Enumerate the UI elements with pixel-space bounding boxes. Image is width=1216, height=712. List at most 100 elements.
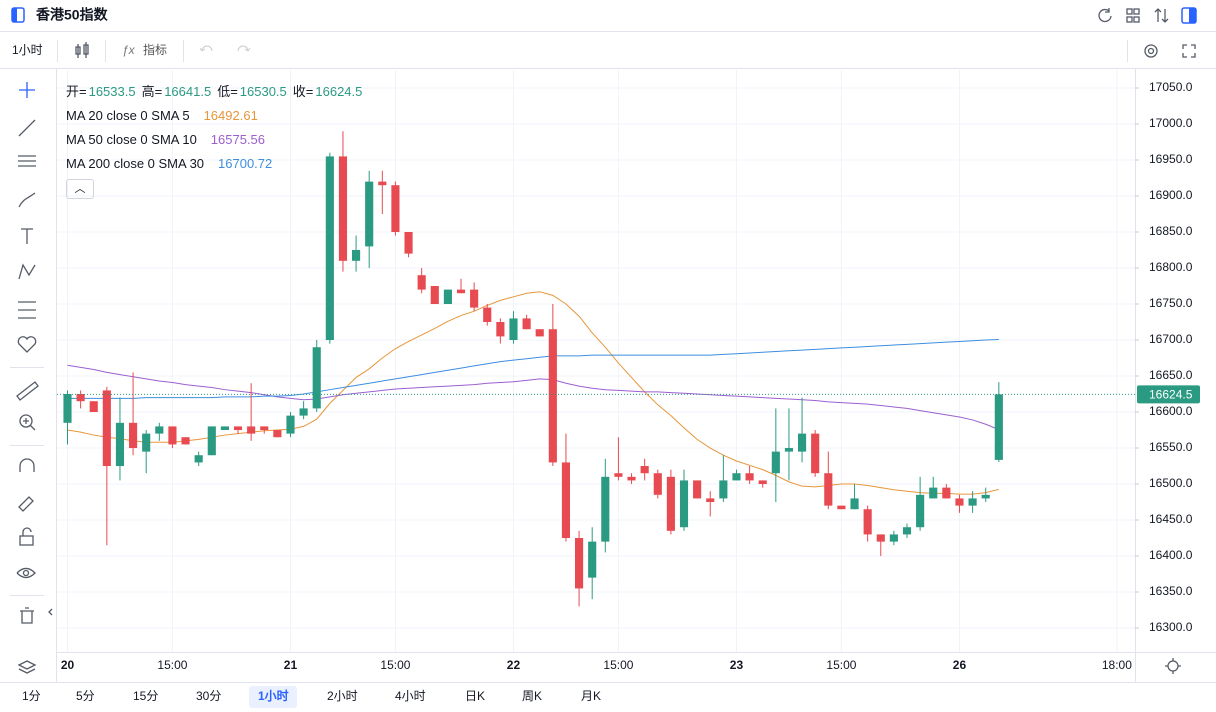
magnet-tool[interactable] <box>19 458 35 472</box>
title-bar <box>0 0 1216 32</box>
candle-body <box>653 473 662 495</box>
crosshair-tool[interactable] <box>19 82 35 98</box>
compare-button[interactable] <box>1154 8 1169 23</box>
collapse-toolbar[interactable] <box>48 608 53 616</box>
ma-legend-row: MA 200 close 0 SMA 30 16700.72 <box>66 152 364 176</box>
y-tick-label: 16950.0 <box>1149 152 1193 166</box>
candle-body <box>771 451 780 474</box>
favorite-tool[interactable] <box>17 336 37 353</box>
y-tick-label: 16800.0 <box>1149 260 1193 274</box>
timeframe-button[interactable]: 2小时 <box>327 689 358 703</box>
lock-draw-tool[interactable] <box>18 496 34 512</box>
candle-body <box>273 430 282 438</box>
candle-body <box>889 534 898 542</box>
candle-body <box>863 509 872 535</box>
y-tick-label: 17050.0 <box>1149 80 1193 94</box>
timeframe-button[interactable]: 1小时 <box>258 688 289 703</box>
collapse-legend-button[interactable]: ︿ <box>66 179 94 199</box>
candle-body <box>693 480 702 499</box>
zoom-tool[interactable] <box>19 414 36 431</box>
candle-body <box>247 426 256 434</box>
measure-tool[interactable] <box>16 381 39 401</box>
panel-button[interactable] <box>1181 7 1197 24</box>
ohlc-value: 16530.5 <box>239 84 287 99</box>
redo-button[interactable] <box>237 45 251 52</box>
channel-tool[interactable] <box>18 155 36 167</box>
visibility-tool[interactable] <box>16 567 36 579</box>
refresh-button[interactable] <box>1098 8 1112 23</box>
candle-body <box>194 455 203 463</box>
candle-body <box>443 289 452 305</box>
ohlc-label: 低= <box>217 84 238 99</box>
candle-body <box>404 232 413 254</box>
y-tick-label: 17000.0 <box>1149 116 1193 130</box>
timeframe-bar: 1分 5分 15分 30分 1小时 2小时 4小时 日K 周K 月K <box>22 686 601 708</box>
line-tool[interactable] <box>18 119 36 137</box>
layout-button[interactable] <box>1126 8 1140 23</box>
ohlc-label: 开= <box>66 84 87 99</box>
candle-body <box>535 329 544 337</box>
symbol-title: 香港50指数 <box>35 7 109 23</box>
y-tick-label: 16650.0 <box>1149 368 1193 382</box>
timeframe-button[interactable]: 5分 <box>76 689 95 703</box>
brush-tool[interactable] <box>18 192 36 208</box>
delete-tool[interactable] <box>20 607 34 624</box>
candle-body <box>260 426 269 431</box>
candle-body <box>220 426 229 431</box>
candle-body <box>679 480 689 528</box>
fullscreen-button[interactable] <box>1182 44 1196 58</box>
timeframe-button[interactable]: 1分 <box>22 689 41 703</box>
candle-body <box>325 156 334 341</box>
timeframe-button[interactable]: 周K <box>522 689 542 703</box>
candle-body <box>955 498 964 506</box>
x-tick-label: 18:00 <box>1102 658 1132 672</box>
timeframe-button[interactable]: 30分 <box>196 689 221 703</box>
candle-body <box>745 473 754 481</box>
candle-body <box>76 394 85 402</box>
ohlc-label: 收= <box>292 84 314 99</box>
settings-button[interactable] <box>1144 44 1158 58</box>
undo-button[interactable] <box>199 45 213 52</box>
candle-body <box>548 329 557 463</box>
indicators-button[interactable]: 指标 <box>143 42 167 57</box>
chart-type-button[interactable] <box>75 42 89 58</box>
interval-button[interactable]: 1小时 <box>12 43 43 57</box>
lock-tool[interactable] <box>19 527 34 546</box>
y-tick-label: 16500.0 <box>1149 476 1193 490</box>
pattern-tool[interactable] <box>18 263 36 280</box>
drawing-toolbar <box>10 82 53 674</box>
candle-body <box>837 505 846 510</box>
x-tick-label: 15:00 <box>157 658 187 672</box>
ohlc-row: 开= 16533.5 高= 16641.5 低= 16530.5 收= 16624.5 <box>66 80 364 104</box>
ma-name: MA 50 close 0 SMA 10 <box>66 132 197 147</box>
ma-legend-row: MA 50 close 0 SMA 10 16575.56 <box>66 128 364 152</box>
candle-body <box>575 538 584 589</box>
layers-tool[interactable] <box>17 660 37 674</box>
timeframe-button[interactable]: 4小时 <box>395 689 426 703</box>
axis-settings-button[interactable] <box>1165 658 1181 674</box>
timeframe-button[interactable]: 月K <box>581 689 601 703</box>
candle-body <box>142 433 151 452</box>
candle-body <box>207 426 216 456</box>
candle-body <box>470 289 479 308</box>
ohlc-value: 16624.5 <box>315 84 363 99</box>
candle-body <box>89 401 98 413</box>
timeframe-button[interactable]: 15分 <box>133 689 158 703</box>
candle-body <box>758 480 767 485</box>
legend: 开= 16533.5 高= 16641.5 低= 16530.5 收= 16624.5 MA … <box>66 80 364 199</box>
x-tick-label: 20 <box>61 658 75 672</box>
ma-value: 16700.72 <box>218 156 273 171</box>
prediction-tool[interactable] <box>18 301 36 319</box>
candle-body <box>417 275 426 290</box>
candle-body <box>706 498 715 503</box>
y-tick-label: 16300.0 <box>1149 620 1193 634</box>
candle-body <box>233 426 243 431</box>
last-price-tag <box>1137 385 1200 404</box>
text-tool[interactable] <box>21 228 33 244</box>
candle-body <box>155 426 164 434</box>
candle-body <box>588 541 597 578</box>
candle-body <box>640 466 649 474</box>
timeframe-button[interactable]: 日K <box>465 689 485 703</box>
candle-body <box>666 476 675 531</box>
